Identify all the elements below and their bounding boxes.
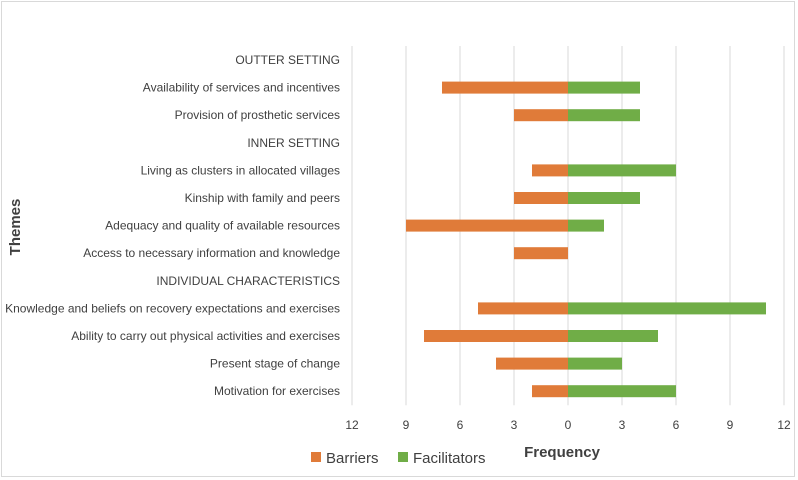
x-tick-label: 9 bbox=[727, 418, 734, 432]
category-labels: OUTTER SETTING Availability of services a… bbox=[5, 53, 340, 398]
x-tick-label: 6 bbox=[673, 418, 680, 432]
legend-swatch-facilitators bbox=[398, 452, 408, 462]
facilitator-bar bbox=[568, 219, 604, 232]
category-label: INNER SETTING bbox=[247, 136, 340, 150]
x-tick-label: 0 bbox=[565, 418, 572, 432]
facilitator-bar bbox=[568, 357, 622, 370]
category-label: INDIVIDUAL CHARACTERISTICS bbox=[156, 274, 340, 288]
bars bbox=[406, 81, 766, 398]
barrier-bar bbox=[496, 357, 568, 370]
x-axis-title: Frequency bbox=[524, 444, 601, 461]
barrier-bar bbox=[514, 192, 568, 204]
barrier-bar bbox=[514, 109, 568, 122]
category-label: OUTTER SETTING bbox=[235, 53, 340, 67]
barrier-bar bbox=[532, 164, 568, 177]
barrier-bar bbox=[514, 247, 568, 260]
facilitator-bar bbox=[568, 109, 640, 122]
legend: Barriers Facilitators bbox=[311, 450, 486, 467]
legend-label-barriers: Barriers bbox=[326, 450, 379, 467]
barrier-bar bbox=[406, 219, 568, 232]
category-label: Knowledge and beliefs on recovery expect… bbox=[5, 301, 340, 315]
facilitator-bar bbox=[568, 81, 640, 94]
x-tick-labels: 12 9 6 3 0 3 6 9 12 bbox=[345, 418, 791, 432]
legend-swatch-barriers bbox=[311, 452, 321, 462]
category-label: Kinship with family and peers bbox=[185, 191, 340, 205]
legend-label-facilitators: Facilitators bbox=[413, 450, 486, 467]
facilitator-bar bbox=[568, 330, 658, 342]
facilitator-bar bbox=[568, 192, 640, 204]
x-tick-label: 6 bbox=[457, 418, 464, 432]
x-tick-label: 3 bbox=[619, 418, 626, 432]
barrier-bar bbox=[442, 81, 568, 94]
x-tick-label: 3 bbox=[511, 418, 518, 432]
category-label: Access to necessary information and know… bbox=[83, 246, 340, 260]
category-label: Adequacy and quality of available resour… bbox=[105, 219, 340, 233]
category-label: Motivation for exercises bbox=[214, 384, 340, 398]
category-label: Availability of services and incentives bbox=[143, 81, 340, 95]
gridlines bbox=[351, 46, 785, 406]
category-label: Ability to carry out physical activities… bbox=[71, 329, 340, 343]
facilitator-bar bbox=[568, 164, 676, 177]
category-label: Living as clusters in allocated villages bbox=[141, 163, 340, 177]
barrier-bar bbox=[478, 302, 568, 315]
category-label: Provision of prosthetic services bbox=[175, 108, 340, 122]
barrier-bar bbox=[424, 330, 568, 342]
y-axis-title: Themes bbox=[7, 199, 24, 256]
x-tick-label: 12 bbox=[777, 418, 791, 432]
barrier-bar bbox=[532, 385, 568, 398]
facilitator-bar bbox=[568, 302, 766, 315]
x-tick-label: 9 bbox=[403, 418, 410, 432]
x-tick-label: 12 bbox=[345, 418, 359, 432]
category-label: Present stage of change bbox=[210, 357, 340, 371]
facilitator-bar bbox=[568, 385, 676, 398]
